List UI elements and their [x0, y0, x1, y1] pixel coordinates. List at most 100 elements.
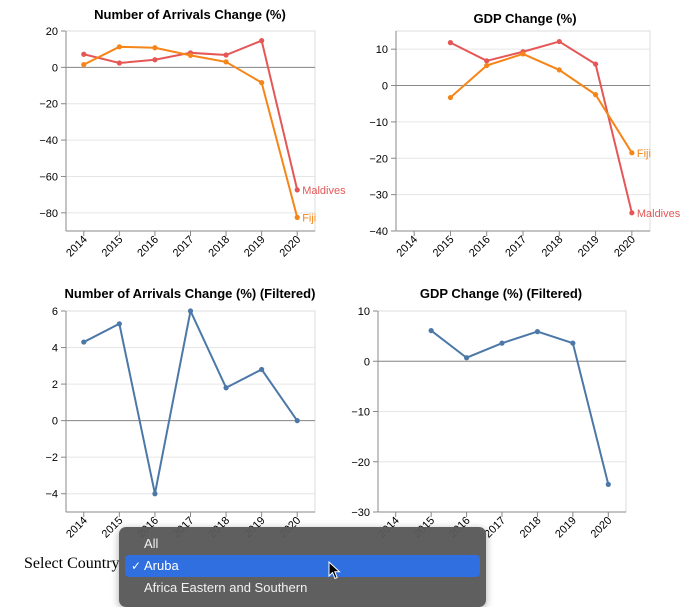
data-point: [187, 52, 194, 58]
x-tick-label: 2017: [171, 234, 197, 260]
country-option-aruba[interactable]: ✓ Aruba: [125, 555, 480, 577]
y-tick-label: −10: [351, 407, 370, 419]
data-point: [447, 94, 454, 101]
data-point: [259, 38, 265, 44]
x-tick-label: 2017: [503, 234, 529, 260]
chart-title: GDP Change (%): [473, 11, 576, 26]
y-tick-label: 4: [52, 343, 58, 355]
series-end-label: Fiji: [637, 148, 651, 160]
y-tick-label: −60: [39, 171, 58, 183]
data-point: [556, 38, 562, 45]
data-point: [81, 51, 87, 57]
data-point: [629, 150, 635, 156]
y-tick-label: −30: [351, 507, 370, 519]
x-tick-label: 2015: [100, 234, 126, 260]
data-point: [592, 92, 599, 98]
data-point: [116, 321, 122, 327]
y-tick-label: 0: [364, 356, 370, 368]
x-tick-label: 2020: [612, 234, 638, 260]
data-point: [463, 355, 470, 361]
checkmark-icon: ✓: [131, 559, 142, 573]
data-point: [223, 385, 229, 391]
chart-panel-1: Number of Arrivals Change (%) 20 0 −20 −40 −6…: [39, 7, 346, 259]
y-tick-label: 0: [52, 62, 58, 74]
mouse-pointer-icon: [328, 561, 341, 580]
chart-title: Number of Arrivals Change (%) (Filtered): [65, 286, 316, 301]
chart-panel-3: Number of Arrivals Change (%) (Filtered)…: [45, 286, 316, 540]
data-point: [592, 61, 599, 67]
series-end-label: Maldives: [637, 208, 681, 220]
data-point: [223, 59, 229, 65]
data-point: [152, 57, 158, 63]
option-label: Africa Eastern and Southern: [144, 580, 308, 595]
dashboard-charts: Number of Arrivals Change (%)200−20−40−6…: [39, 7, 680, 541]
x-tick-label: 2014: [64, 234, 90, 260]
y-tick-label: −2: [45, 452, 58, 464]
data-point: [259, 366, 265, 373]
data-point: [447, 40, 454, 46]
option-label: All: [144, 536, 159, 551]
data-point: [520, 51, 526, 57]
series-end-label: Fiji: [302, 212, 316, 224]
chart-panel-4: GDP Change (%) (Filtered) 10 0 −10 −20 −30 201…: [351, 286, 627, 541]
country-option-all[interactable]: All: [125, 533, 480, 555]
series-line: [430, 329, 610, 485]
y-tick-label: 6: [52, 306, 58, 318]
y-tick-label: 2: [52, 379, 58, 391]
option-label: Aruba: [144, 558, 179, 573]
y-tick-label: 20: [46, 26, 58, 38]
country-option-africa-eastern-southern[interactable]: Africa Eastern and Southern: [125, 577, 480, 599]
y-tick-label: 10: [376, 44, 388, 56]
data-point: [484, 58, 490, 64]
data-point: [484, 62, 490, 69]
y-tick-label: −4: [45, 489, 58, 501]
data-point: [116, 44, 122, 50]
data-point: [152, 45, 158, 51]
y-tick-label: −80: [39, 208, 58, 220]
x-tick-label: 2018: [518, 515, 544, 541]
country-dropdown-menu[interactable]: All ✓ Aruba Africa Eastern and Southern: [119, 527, 486, 607]
data-point: [223, 52, 229, 58]
data-point: [556, 67, 562, 73]
data-point: [570, 340, 576, 346]
data-point: [428, 327, 434, 334]
y-tick-label: 0: [382, 81, 388, 93]
y-tick-label: 0: [52, 416, 58, 428]
x-tick-label: 2020: [278, 234, 304, 260]
data-point: [294, 418, 300, 424]
x-tick-label: 2019: [576, 234, 602, 260]
x-tick-label: 2016: [467, 234, 493, 260]
x-tick-label: 2019: [242, 234, 268, 260]
data-point: [534, 329, 541, 335]
data-point: [605, 481, 611, 487]
data-point: [81, 62, 87, 68]
x-tick-label: 2018: [206, 234, 232, 260]
series-line-maldives: [83, 39, 299, 191]
y-tick-label: −40: [39, 135, 58, 147]
x-tick-label: 2017: [482, 515, 508, 541]
data-point: [152, 491, 158, 497]
plot-frame: [65, 310, 316, 513]
x-tick-label: 2015: [431, 234, 457, 260]
select-country-label: Select Country: [24, 555, 120, 572]
x-tick-label: 2018: [540, 234, 566, 260]
chart-panel-2: GDP Change (%) 10 0 −10 −20 −30 −40 2014 2015 201…: [369, 11, 680, 259]
chart-title: GDP Change (%) (Filtered): [420, 286, 582, 301]
series-line-fiji: [449, 52, 633, 154]
data-point: [259, 80, 265, 86]
x-tick-label: 2016: [135, 234, 161, 260]
y-tick-label: 10: [358, 306, 370, 318]
data-point: [187, 308, 194, 314]
y-tick-label: −20: [351, 457, 370, 469]
data-point: [116, 60, 122, 66]
series-line-maldives: [449, 40, 633, 214]
y-tick-label: −30: [369, 190, 388, 202]
series-end-label: Maldives: [302, 185, 346, 197]
y-tick-label: −20: [39, 99, 58, 111]
x-tick-label: 2019: [553, 515, 579, 541]
data-point: [499, 340, 505, 346]
plot-frame: [65, 30, 316, 232]
y-tick-label: −20: [369, 153, 388, 165]
series-line: [83, 307, 299, 494]
series-line-fiji: [83, 45, 299, 218]
